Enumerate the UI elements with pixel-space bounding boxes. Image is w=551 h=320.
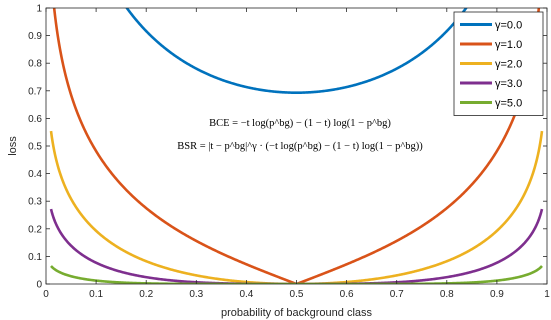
x-tick-label: 0.3 bbox=[189, 289, 203, 300]
x-tick-label: 0.7 bbox=[390, 289, 404, 300]
y-tick-label: 0.1 bbox=[28, 252, 42, 263]
legend-label-4: γ=5.0 bbox=[495, 98, 522, 110]
y-axis-label: loss bbox=[7, 136, 19, 156]
x-tick-label: 0.5 bbox=[290, 289, 304, 300]
x-tick-label: 0.4 bbox=[239, 289, 253, 300]
series-lines bbox=[49, 8, 544, 284]
x-ticks: 0 0.1 0.2 0.3 0.4 0.5 0.6 0.7 0.8 0.9 1 bbox=[43, 8, 550, 300]
series-line-2 bbox=[49, 130, 544, 284]
y-tick-label: 0.9 bbox=[28, 31, 42, 42]
series-line-4 bbox=[50, 265, 543, 284]
legend-label-2: γ=2.0 bbox=[495, 59, 522, 71]
x-tick-label: 1 bbox=[544, 289, 550, 300]
y-tick-label: 1 bbox=[36, 4, 42, 15]
x-tick-label: 0.9 bbox=[490, 289, 504, 300]
y-tick-label: 0.8 bbox=[28, 59, 42, 70]
y-tick-label: 0.3 bbox=[28, 197, 42, 208]
y-tick-label: 0.4 bbox=[28, 169, 42, 180]
legend-label-3: γ=3.0 bbox=[495, 78, 522, 90]
x-tick-label: 0.1 bbox=[89, 289, 103, 300]
y-tick-label: 0.7 bbox=[28, 86, 42, 97]
x-tick-label: 0.6 bbox=[340, 289, 354, 300]
legend-label-1: γ=1.0 bbox=[495, 39, 522, 51]
y-ticks: 0 0.1 0.2 0.3 0.4 0.5 0.6 0.7 0.8 0.9 1 bbox=[28, 4, 547, 291]
x-tick-label: 0.8 bbox=[440, 289, 454, 300]
y-tick-label: 0.5 bbox=[28, 142, 42, 153]
series-line-3 bbox=[49, 208, 544, 284]
legend: γ=0.0 γ=1.0 γ=2.0 γ=3.0 γ=5.0 bbox=[453, 11, 544, 116]
formula-bce: BCE = −t log(p^bg) − (1 − t) log(1 − p^b… bbox=[209, 118, 391, 129]
x-axis-label: probability of background class bbox=[221, 307, 373, 319]
x-tick-label: 0.2 bbox=[139, 289, 153, 300]
y-tick-label: 0 bbox=[36, 280, 42, 291]
formula-bsr: BSR = |t − p^bg|^γ · (−t log(p^bg) − (1 … bbox=[177, 141, 423, 152]
series-line-1 bbox=[52, 8, 541, 284]
legend-label-0: γ=0.0 bbox=[495, 20, 522, 32]
x-tick-label: 0 bbox=[43, 289, 49, 300]
y-tick-label: 0.2 bbox=[28, 224, 42, 235]
y-tick-label: 0.6 bbox=[28, 114, 42, 125]
